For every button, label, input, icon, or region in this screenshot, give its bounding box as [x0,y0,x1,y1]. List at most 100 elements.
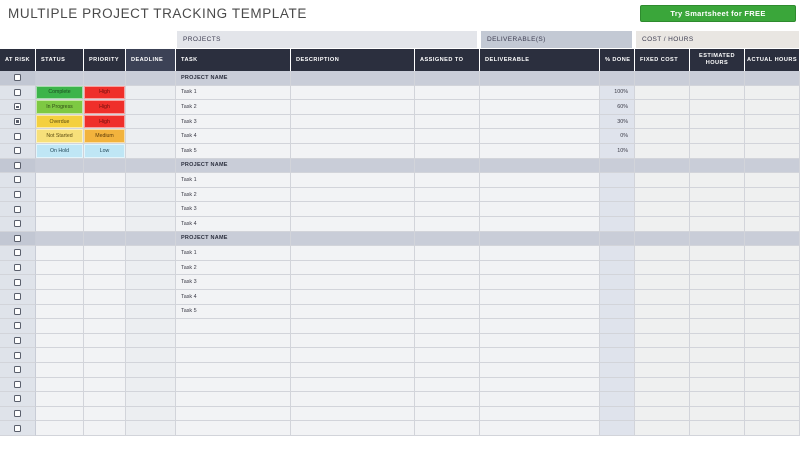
cell-deliverable[interactable] [480,85,600,101]
cell-description[interactable] [291,158,415,174]
cell-priority[interactable] [84,187,126,203]
cell-assigned-to[interactable] [415,85,480,101]
cell-actual-hours[interactable] [745,231,800,247]
cell-assigned-to[interactable] [415,260,480,276]
cell-assigned-to[interactable] [415,348,480,363]
table-row[interactable]: Task 2 [0,187,800,203]
cell-deadline[interactable] [126,260,176,276]
cell-priority[interactable] [84,246,126,261]
cell-description[interactable] [291,231,415,247]
at-risk-checkbox[interactable] [14,161,21,169]
at-risk-checkbox[interactable] [14,380,21,388]
cell-pct-done[interactable] [600,290,635,305]
table-row[interactable] [0,377,800,393]
cell-estimated-hours[interactable] [690,217,745,232]
cell-task[interactable]: Task 2 [176,260,291,276]
cell-fixed-cost[interactable] [635,144,690,159]
column-header-fixed-cost[interactable]: FIXED COST [635,49,690,71]
cell-fixed-cost[interactable] [635,421,690,436]
cell-deadline[interactable] [126,275,176,290]
table-row[interactable]: Not Started Medium Task 4 0% [0,129,800,144]
cell-priority[interactable] [84,275,126,290]
cell-priority[interactable] [84,290,126,305]
cell-pct-done[interactable] [600,158,635,174]
cell-actual-hours[interactable] [745,144,800,159]
cell-at-risk[interactable] [0,275,36,290]
cell-deliverable[interactable] [480,304,600,320]
cell-at-risk[interactable] [0,392,36,407]
cell-task[interactable]: Task 5 [176,304,291,320]
cell-estimated-hours[interactable] [690,100,745,115]
cell-actual-hours[interactable] [745,260,800,276]
cell-actual-hours[interactable] [745,187,800,203]
try-smartsheet-button[interactable]: Try Smartsheet for FREE [640,5,796,22]
cell-description[interactable] [291,275,415,290]
at-risk-checkbox[interactable] [14,176,21,184]
cell-status[interactable] [36,348,84,363]
table-row[interactable]: Task 3 [0,202,800,217]
cell-status[interactable] [36,231,84,247]
cell-at-risk[interactable] [0,260,36,276]
at-risk-checkbox[interactable] [14,351,21,359]
cell-deliverable[interactable] [480,187,600,203]
cell-description[interactable] [291,114,415,130]
cell-actual-hours[interactable] [745,363,800,378]
cell-fixed-cost[interactable] [635,100,690,115]
at-risk-checkbox[interactable] [14,220,21,228]
cell-deliverable[interactable] [480,202,600,217]
column-header-assigned-to[interactable]: ASSIGNED TO [415,49,480,71]
cell-actual-hours[interactable] [745,114,800,130]
cell-estimated-hours[interactable] [690,85,745,101]
cell-at-risk[interactable] [0,363,36,378]
cell-pct-done[interactable] [600,275,635,290]
cell-actual-hours[interactable] [745,217,800,232]
cell-priority[interactable] [84,158,126,174]
cell-deadline[interactable] [126,304,176,320]
cell-assigned-to[interactable] [415,129,480,144]
cell-status[interactable]: In Progress [36,100,84,115]
cell-deadline[interactable] [126,85,176,101]
at-risk-checkbox[interactable] [14,74,21,82]
cell-at-risk[interactable] [0,129,36,144]
cell-assigned-to[interactable] [415,114,480,130]
cell-fixed-cost[interactable] [635,275,690,290]
cell-at-risk[interactable] [0,217,36,232]
cell-pct-done[interactable] [600,377,635,393]
table-row[interactable]: Overdue High Task 3 30% [0,114,800,130]
cell-description[interactable] [291,71,415,86]
table-row[interactable] [0,363,800,378]
cell-task[interactable] [176,406,291,422]
cell-fixed-cost[interactable] [635,158,690,174]
cell-deliverable[interactable] [480,392,600,407]
cell-task[interactable] [176,348,291,363]
cell-status[interactable] [36,71,84,86]
at-risk-checkbox[interactable] [14,410,21,418]
cell-at-risk[interactable] [0,246,36,261]
cell-at-risk[interactable] [0,333,36,349]
cell-actual-hours[interactable] [745,377,800,393]
cell-pct-done[interactable] [600,363,635,378]
cell-priority[interactable] [84,217,126,232]
cell-estimated-hours[interactable] [690,231,745,247]
cell-status[interactable] [36,406,84,422]
table-row[interactable]: Task 4 [0,217,800,232]
cell-priority[interactable] [84,231,126,247]
cell-pct-done[interactable] [600,202,635,217]
cell-assigned-to[interactable] [415,392,480,407]
cell-estimated-hours[interactable] [690,392,745,407]
cell-fixed-cost[interactable] [635,290,690,305]
cell-actual-hours[interactable] [745,392,800,407]
cell-deadline[interactable] [126,319,176,334]
table-row[interactable]: Task 4 [0,290,800,305]
cell-deadline[interactable] [126,71,176,86]
cell-fixed-cost[interactable] [635,187,690,203]
cell-at-risk[interactable] [0,158,36,174]
cell-status[interactable] [36,377,84,393]
cell-estimated-hours[interactable] [690,275,745,290]
cell-task[interactable] [176,392,291,407]
cell-deliverable[interactable] [480,377,600,393]
cell-pct-done[interactable] [600,304,635,320]
cell-task[interactable]: Task 1 [176,246,291,261]
cell-deliverable[interactable] [480,348,600,363]
table-row[interactable]: On Hold Low Task 5 10% [0,144,800,159]
